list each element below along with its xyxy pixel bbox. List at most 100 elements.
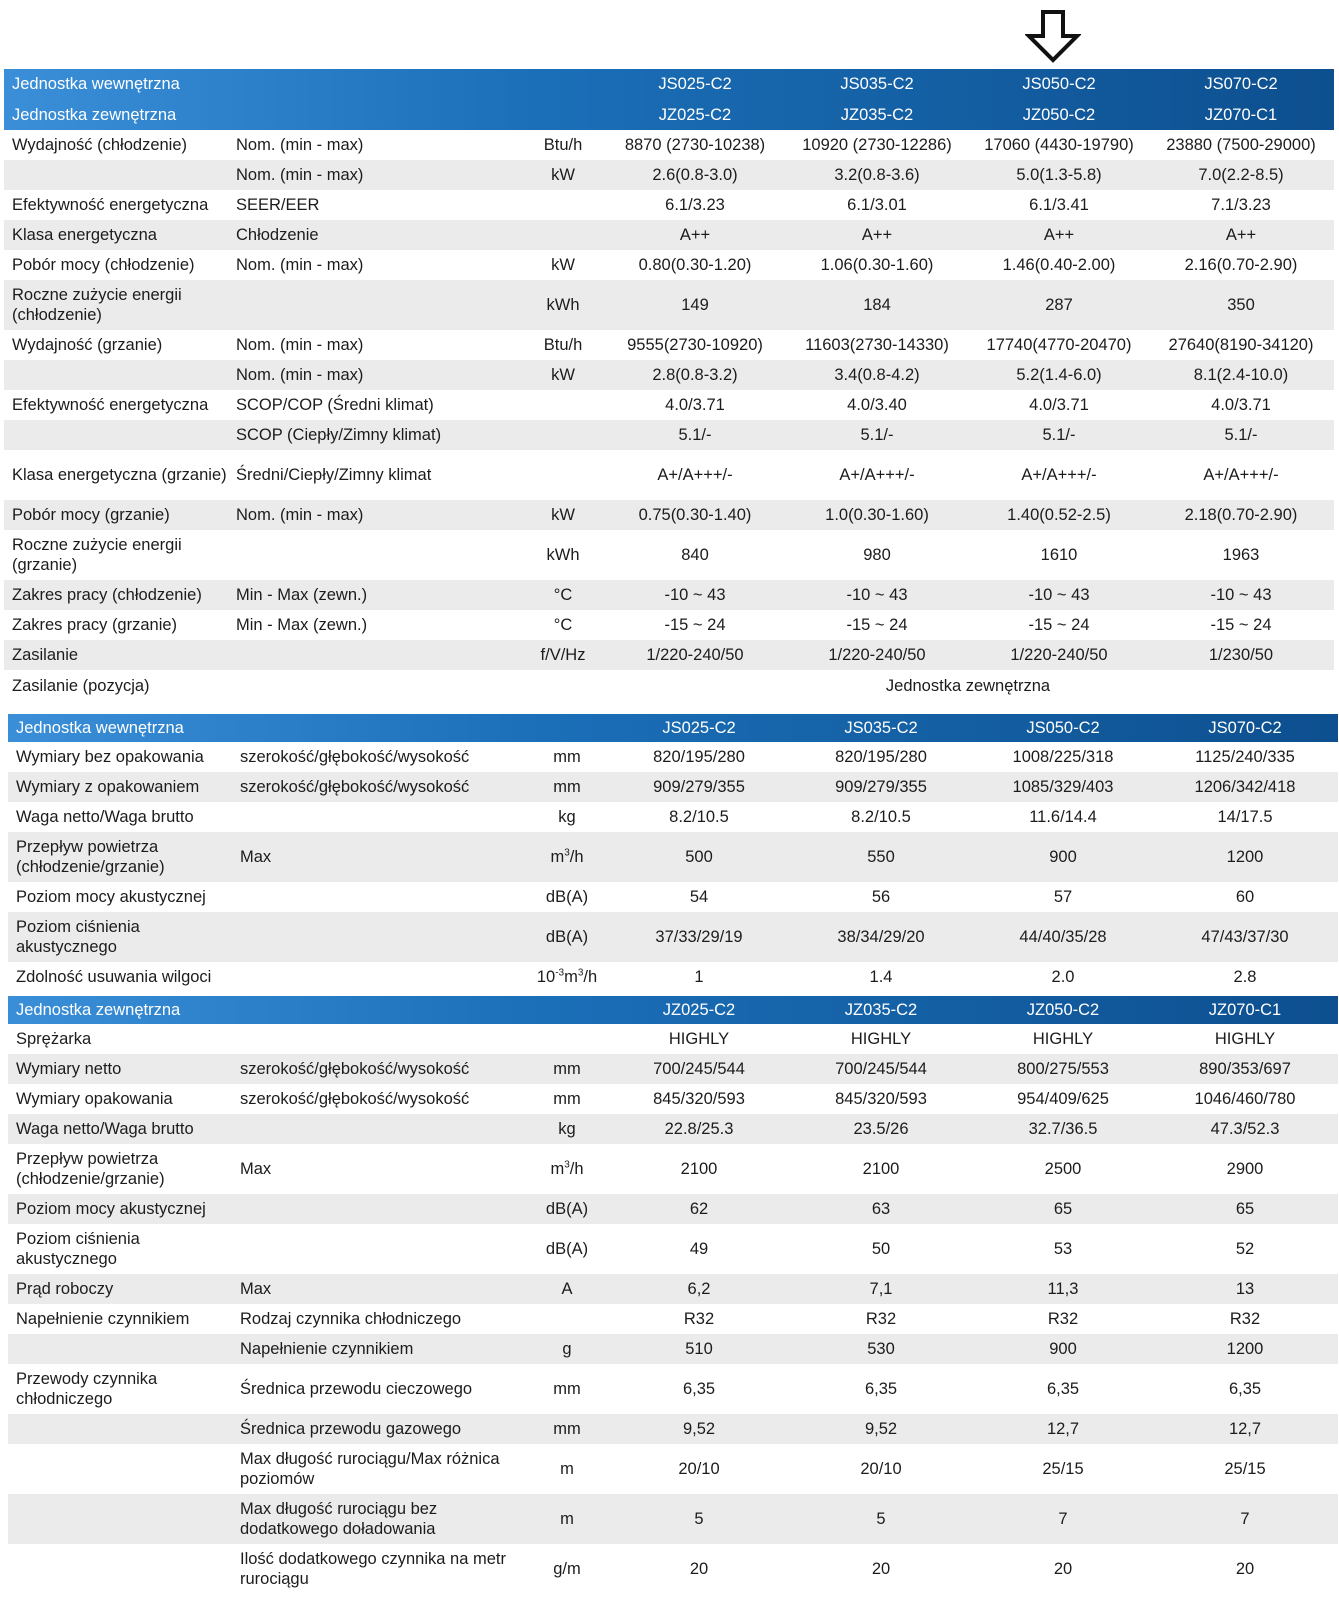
value-model-4: 1200 <box>1226 848 1264 866</box>
value-model-1: 37/33/29/19 <box>655 928 743 946</box>
row-label: Prąd roboczy <box>16 1280 114 1298</box>
table-row: SCOP (Ciepły/Zimny klimat) 5.1/- 5.1/- 5.1/… <box>4 420 1334 450</box>
table-row: Waga netto/Waga brutto kg 22.8/25.3 23.5/26… <box>8 1114 1338 1144</box>
row-label: Wydajność (chłodzenie) <box>12 136 188 154</box>
row-unit: m <box>560 1460 574 1478</box>
value-model-4: 1206/342/418 <box>1194 778 1296 796</box>
row-sublabel: szerokość/głębokość/wysokość <box>240 778 470 796</box>
value-model-1: R32 <box>683 1310 715 1328</box>
value-model-2: HIGHLY <box>850 1030 912 1048</box>
row-sublabel: Chłodzenie <box>236 226 319 244</box>
value-model-1: 510 <box>685 1340 713 1358</box>
row-sublabel: Max <box>240 1280 272 1298</box>
table-row: Waga netto/Waga brutto kg 8.2/10.5 8.2/10.5… <box>8 802 1338 832</box>
row-label: Waga netto/Waga brutto <box>16 1120 194 1138</box>
value-model-1: JS025-C2 <box>662 719 736 737</box>
row-unit: m <box>560 1510 574 1528</box>
value-model-1: 9555(2730-10920) <box>627 336 763 354</box>
value-model-3: 5.0(1.3-5.8) <box>1016 166 1102 184</box>
row-label: Zdolność usuwania wilgoci <box>16 968 212 986</box>
row-unit: g <box>562 1340 572 1358</box>
value-model-3: 17740(4770-20470) <box>986 336 1132 354</box>
row-label: Jednostka wewnętrzna <box>16 719 184 737</box>
row-label: Wymiary bez opakowania <box>16 748 204 766</box>
value-model-4: 2.16(0.70-2.90) <box>1184 256 1298 274</box>
table-row: Efektywność energetyczna SEER/EER 6.1/3.23… <box>4 190 1334 220</box>
value-model-3: JS050-C2 <box>1026 719 1100 737</box>
table-row: Zasilanie (pozycja) Jednostka zewnętrzna <box>4 670 1334 701</box>
value-model-3: 2.0 <box>1051 968 1075 986</box>
row-label: Zasilanie (pozycja) <box>12 676 150 695</box>
value-model-2: 5 <box>876 1510 886 1528</box>
row-sublabel: Nom. (min - max) <box>236 336 364 354</box>
row-sublabel: Średnica przewodu cieczowego <box>240 1380 473 1398</box>
row-label: Efektywność energetyczna <box>12 396 209 414</box>
value-model-2: 845/320/593 <box>835 1090 927 1108</box>
table-row: Wymiary z opakowaniem szerokość/głębokość… <box>8 772 1338 802</box>
table-row: Roczne zużycie energii (chłodzenie) kWh 14… <box>4 280 1334 330</box>
value-model-2: 700/245/544 <box>835 1060 927 1078</box>
value-model-4: JZ070-C1 <box>1208 1001 1282 1019</box>
row-unit: kW <box>551 166 575 184</box>
value-model-2: 50 <box>871 1240 891 1258</box>
value-model-3: A+/A+++/- <box>1021 466 1097 484</box>
value-model-4: 2.18(0.70-2.90) <box>1184 506 1298 524</box>
header-row: Jednostka zewnętrzna JZ025-C2 JZ035-C2 JZ05… <box>4 99 1334 130</box>
row-label: Jednostka zewnętrzna <box>16 1001 181 1019</box>
value-model-4: 1/230/50 <box>1208 646 1274 664</box>
value-model-2: JZ035-C2 <box>844 1001 918 1019</box>
value-model-2: JZ035-C2 <box>840 105 914 124</box>
value-model-2: 38/34/29/20 <box>837 928 925 946</box>
value-model-3: HIGHLY <box>1032 1030 1094 1048</box>
value-model-2: 1.0(0.30-1.60) <box>825 506 929 524</box>
header-row: Jednostka zewnętrzna JZ025-C2 JZ035-C2 JZ05… <box>8 996 1338 1024</box>
value-model-3: 17060 (4430-19790) <box>984 136 1134 154</box>
value-model-3: 57 <box>1053 888 1073 906</box>
value-model-4: JS070-C2 <box>1204 75 1278 93</box>
value-model-1: 820/195/280 <box>653 748 745 766</box>
table-row: Poziom mocy akustycznej dB(A) 54 56 57 60 <box>8 882 1338 912</box>
row-unit: kg <box>558 808 576 826</box>
value-model-3: 900 <box>1049 848 1077 866</box>
row-sublabel: Max długość rurociągu/Max różnica poziom… <box>240 1450 500 1488</box>
value-model-2: 5.1/- <box>860 426 894 444</box>
value-model-1: 700/245/544 <box>653 1060 745 1078</box>
row-unit: mm <box>553 748 581 766</box>
table-row: Zasilanie f/V/Hz 1/220-240/50 1/220-240/50 1… <box>4 640 1334 670</box>
value-model-2: 6.1/3.01 <box>847 196 907 214</box>
value-model-4: 1046/460/780 <box>1194 1090 1296 1108</box>
row-sublabel: Średnica przewodu gazowego <box>240 1420 462 1438</box>
value-model-3: 11.6/14.4 <box>1029 808 1097 826</box>
value-model-2: JS035-C2 <box>840 75 914 93</box>
header-row: Jednostka wewnętrzna JS025-C2 JS035-C2 JS05… <box>4 69 1334 99</box>
row-unit: kWh <box>546 546 580 564</box>
table-row: Przepływ powietrza (chłodzenie/grzanie) M… <box>8 832 1338 882</box>
value-model-1: 20/10 <box>678 1460 720 1478</box>
row-unit: 10-3m3/h <box>536 967 598 986</box>
table-row: Zakres pracy (grzanie) Min - Max (zewn.) °… <box>4 610 1334 640</box>
value-model-4: 2900 <box>1226 1160 1264 1178</box>
row-label: Pobór mocy (grzanie) <box>12 506 170 524</box>
table-row: Zakres pracy (chłodzenie) Min - Max (zewn… <box>4 580 1334 610</box>
table-row: Poziom ciśnienia akustycznego dB(A) 49 50 53… <box>8 1224 1338 1274</box>
value-model-4: 1963 <box>1222 546 1260 564</box>
value-model-4: HIGHLY <box>1214 1030 1276 1048</box>
row-label: Napełnienie czynnikiem <box>16 1310 190 1328</box>
table-row: Napełnienie czynnikiem g 510 530 900 1200 <box>8 1334 1338 1364</box>
value-model-1: JZ025-C2 <box>658 105 732 124</box>
value-model-1: -15 ~ 24 <box>664 616 726 634</box>
row-unit: Btu/h <box>543 136 583 154</box>
row-label: Pobór mocy (chłodzenie) <box>12 256 195 274</box>
row-label: Zasilanie <box>12 646 79 664</box>
value-model-1: -10 ~ 43 <box>664 586 726 604</box>
value-model-1: 2100 <box>680 1160 718 1178</box>
row-sublabel: Ilość dodatkowego czynnika na metr ruroc… <box>240 1550 506 1588</box>
row-label: Jednostka wewnętrzna <box>12 75 180 93</box>
row-unit: m3/h <box>550 847 584 866</box>
value-model-2: A++ <box>861 226 893 244</box>
value-model-4: -15 ~ 24 <box>1210 616 1272 634</box>
value-model-2: -15 ~ 24 <box>846 616 908 634</box>
table-row: Klasa energetyczna Chłodzenie A++ A++ A++ A++ <box>4 220 1334 250</box>
row-unit: g/m <box>553 1560 581 1578</box>
row-unit: kg <box>558 1120 576 1138</box>
